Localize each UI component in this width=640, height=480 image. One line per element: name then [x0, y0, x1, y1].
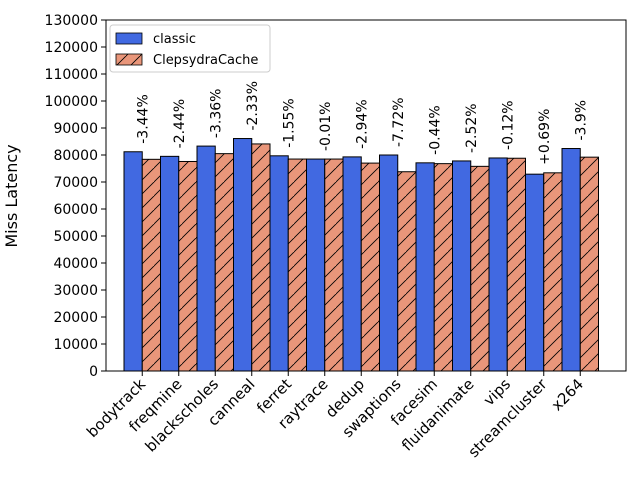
y-tick-label: 90000 — [53, 121, 98, 137]
bar-classic-blackscholes — [196, 145, 216, 372]
bar-classic-raytrace — [306, 158, 326, 372]
bar-classic-vips — [488, 157, 508, 372]
legend: classic ClepsydraCache — [109, 24, 271, 73]
y-tick-label: 60000 — [53, 202, 98, 218]
bar-classic-canneal — [233, 138, 253, 372]
y-tick-label: 130000 — [45, 13, 98, 29]
y-tick-label: 100000 — [45, 94, 98, 110]
legend-swatch-classic — [115, 32, 143, 45]
annotation-bodytrack: -3.44% — [135, 94, 151, 144]
bar-hatch-blackscholes — [215, 153, 234, 371]
bar-hatch-raytrace — [324, 159, 343, 371]
bar-hatch-swaptions — [397, 171, 416, 371]
legend-label-clepsydracache: ClepsydraCache — [153, 53, 258, 68]
bar-classic-fluidanimate — [452, 160, 472, 372]
bar-hatch-vips — [507, 158, 526, 371]
bar-hatch-bodytrack — [142, 159, 161, 371]
y-axis: 0 10000 20000 30000 40000 50000 60000 70000 8000… — [45, 13, 106, 380]
y-tick-label: 40000 — [53, 256, 98, 272]
bar-classic-swaptions — [379, 154, 399, 372]
annotation-canneal: -2.33% — [245, 81, 261, 131]
annotation-blackscholes: -3.36% — [208, 89, 224, 139]
annotation-facesim: -0.44% — [427, 105, 443, 155]
bar-classic-streamcluster — [525, 173, 545, 372]
bar-classic-x264 — [561, 148, 581, 372]
bar-hatch-streamcluster — [543, 172, 562, 371]
y-tick-label: 20000 — [53, 310, 98, 326]
annotation-ferret: -1.55% — [281, 98, 297, 148]
annotation-freqmine: -2.44% — [172, 99, 188, 149]
y-tick-label: 30000 — [53, 283, 98, 299]
annotation-group: -3.44% -2.44% -3.36% -2.33% -1.55% -0.01% -2.9… — [135, 81, 589, 165]
bar-hatch-facesim — [434, 163, 453, 371]
x-tick-label-x264: x264 — [548, 375, 587, 414]
y-tick-label: 120000 — [45, 40, 98, 56]
legend-swatch-hatch — [116, 54, 142, 65]
x-axis: bodytrackfreqmineblackscholescannealferr… — [83, 371, 587, 461]
bar-hatch-fluidanimate — [470, 166, 489, 371]
bar-hatch-canneal — [251, 143, 270, 371]
legend-box — [109, 24, 271, 73]
y-tick-label: 80000 — [53, 148, 98, 164]
annotation-dedup: -2.94% — [354, 99, 370, 149]
bar-classic-ferret — [269, 155, 289, 372]
bar-hatch-dedup — [361, 163, 380, 371]
annotation-swaptions: -7.72% — [391, 97, 407, 147]
plot-frame — [105, 19, 627, 372]
bar-classic-dedup — [342, 156, 362, 372]
y-tick-label: 50000 — [53, 229, 98, 245]
annotation-raytrace: -0.01% — [318, 102, 334, 152]
y-tick-label: 70000 — [53, 175, 98, 191]
bar-hatch-freqmine — [178, 161, 197, 371]
bar-classic-freqmine — [160, 155, 180, 372]
annotation-streamcluster: +0.69% — [537, 109, 553, 165]
bar-hatch-ferret — [288, 159, 307, 371]
bars-group — [123, 138, 599, 372]
annotation-x264: -3.9% — [573, 100, 589, 141]
y-tick-label: 0 — [89, 364, 98, 380]
bar-classic-facesim — [415, 162, 435, 372]
bar-classic-bodytrack — [123, 151, 143, 372]
legend-label-classic: classic — [153, 32, 196, 47]
y-axis-label: Miss Latency — [2, 144, 21, 247]
annotation-vips: -0.12% — [500, 100, 516, 150]
bar-hatch-x264 — [580, 157, 599, 371]
y-tick-label: 10000 — [53, 337, 98, 353]
y-tick-label: 110000 — [45, 67, 98, 83]
annotation-fluidanimate: -2.52% — [464, 103, 480, 153]
